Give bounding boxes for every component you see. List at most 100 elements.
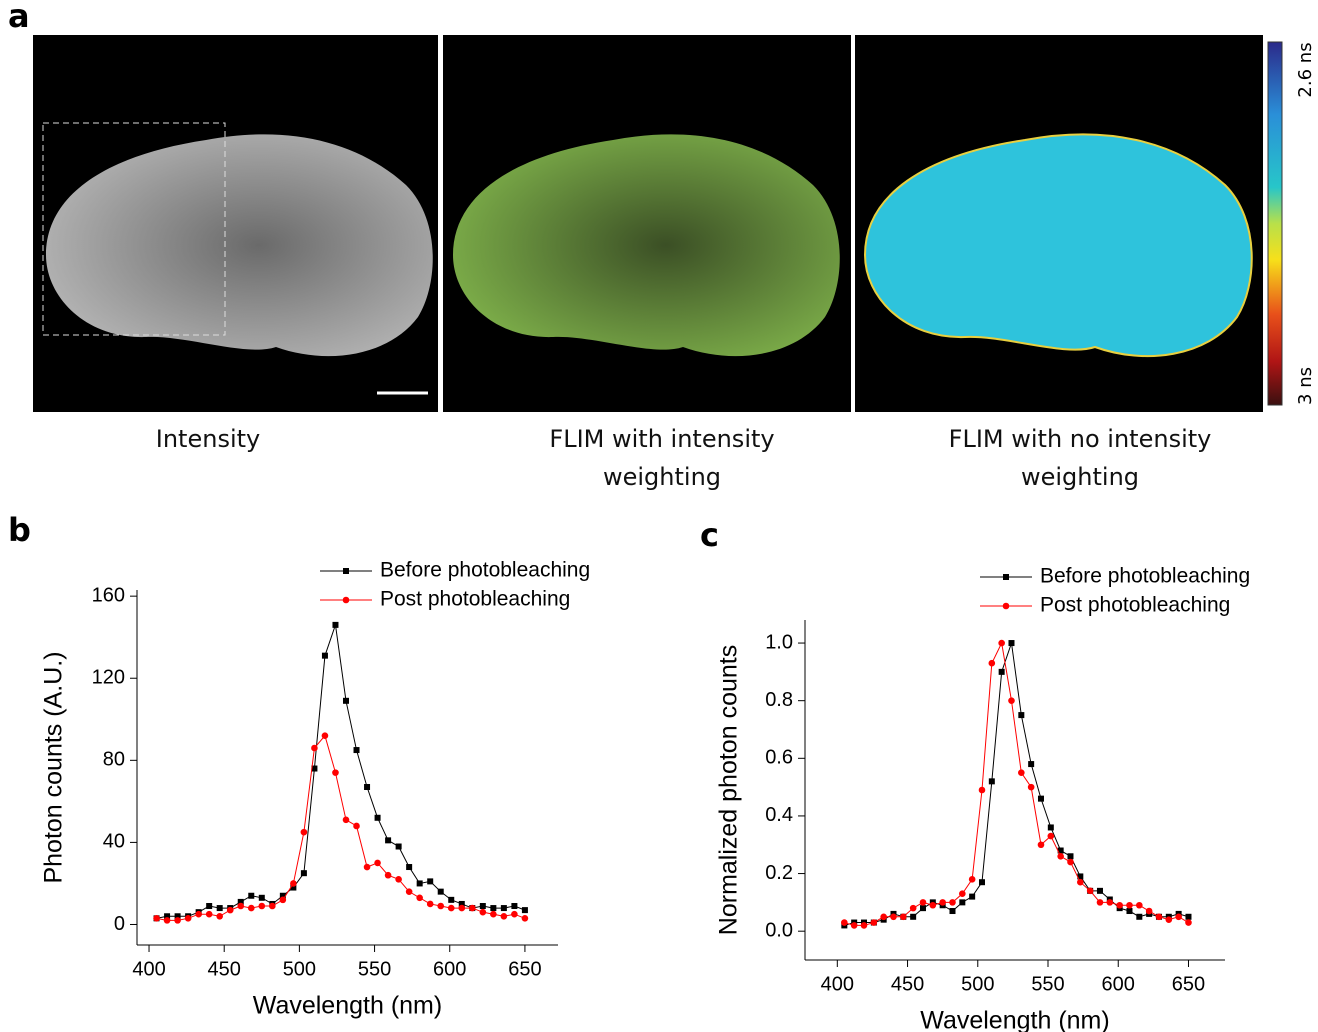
legend-marker <box>343 568 349 574</box>
y-axis-label: Normalized photon counts <box>715 645 743 935</box>
marker <box>237 898 244 905</box>
y-tick-label: 0.8 <box>765 689 793 711</box>
marker <box>841 919 848 926</box>
marker <box>206 903 213 910</box>
colorbar-bottom-label: 3 ns <box>1295 367 1316 405</box>
x-tick-label: 550 <box>358 958 391 980</box>
marker <box>468 904 476 912</box>
marker <box>353 747 360 754</box>
series-line <box>156 624 526 919</box>
y-tick-label: 160 <box>92 584 125 606</box>
panel-label: c <box>700 516 719 554</box>
marker <box>479 908 487 916</box>
y-tick-label: 80 <box>103 749 125 771</box>
marker <box>988 778 995 785</box>
marker <box>998 668 1005 675</box>
marker <box>1175 913 1182 921</box>
legend-marker <box>1003 574 1009 580</box>
marker <box>226 906 234 914</box>
marker <box>521 907 528 914</box>
marker <box>1037 841 1045 849</box>
marker <box>490 910 497 918</box>
legend-marker <box>342 596 350 604</box>
x-tick-label: 450 <box>208 958 241 980</box>
marker <box>1185 913 1192 920</box>
x-tick-label: 650 <box>508 958 541 980</box>
y-tick-label: 0.4 <box>765 804 793 826</box>
x-tick-label: 400 <box>821 973 854 995</box>
legend-label: Post photobleaching <box>380 588 570 611</box>
marker <box>479 903 486 910</box>
colorbar-top-label: 2.6 ns <box>1295 42 1316 97</box>
marker <box>949 899 956 906</box>
marker <box>1116 901 1123 909</box>
marker <box>342 697 349 704</box>
marker <box>998 639 1005 647</box>
x-tick-label: 650 <box>1172 973 1205 995</box>
marker <box>1096 887 1103 894</box>
marker <box>1027 783 1035 791</box>
marker <box>500 905 507 912</box>
marker <box>258 902 266 910</box>
marker <box>959 899 966 906</box>
x-tick-label: 500 <box>961 973 994 995</box>
marker <box>363 863 371 871</box>
y-tick-label: 40 <box>103 831 125 853</box>
marker <box>279 892 286 899</box>
marker <box>342 816 350 824</box>
marker <box>216 912 223 920</box>
x-tick-label: 450 <box>891 973 924 995</box>
marker <box>1136 901 1143 909</box>
marker <box>500 912 508 920</box>
marker <box>311 744 318 752</box>
marker <box>269 902 276 910</box>
marker <box>374 859 381 867</box>
series-line <box>156 734 526 921</box>
marker <box>1086 887 1094 895</box>
marker <box>1047 824 1054 831</box>
marker <box>521 915 529 922</box>
x-axis-label: Wavelength (nm) <box>920 1007 1109 1032</box>
marker <box>174 917 181 924</box>
marker <box>1057 852 1064 860</box>
marker <box>978 879 985 886</box>
marker <box>195 910 202 918</box>
marker <box>416 894 423 902</box>
marker <box>385 837 392 844</box>
marker <box>153 915 160 922</box>
marker <box>1136 913 1143 920</box>
marker <box>237 902 245 910</box>
y-axis-label: Photon counts (A.U.) <box>40 651 68 883</box>
marker <box>1077 873 1084 880</box>
marker <box>1077 878 1084 886</box>
marker <box>1028 761 1035 768</box>
legend-label: Post photobleaching <box>1040 594 1230 617</box>
panel-label: b <box>8 511 31 549</box>
marker <box>427 878 434 885</box>
marker <box>216 905 223 912</box>
marker <box>458 900 465 907</box>
marker <box>374 814 381 821</box>
x-tick-label: 500 <box>283 958 316 980</box>
x-axis-label: Wavelength (nm) <box>253 992 442 1020</box>
marker <box>300 870 307 877</box>
x-tick-label: 550 <box>1031 973 1064 995</box>
panel-label: a <box>8 0 30 35</box>
marker <box>416 880 423 887</box>
marker <box>490 905 497 912</box>
marker <box>174 913 181 920</box>
marker <box>164 913 171 920</box>
marker <box>248 892 255 899</box>
marker <box>1047 832 1055 840</box>
marker <box>184 915 192 922</box>
marker <box>900 913 907 921</box>
marker <box>332 769 339 776</box>
marker <box>1008 640 1015 647</box>
marker <box>910 913 917 920</box>
marker <box>300 828 308 836</box>
marker <box>406 864 413 871</box>
marker <box>1155 913 1163 921</box>
marker <box>290 884 297 891</box>
